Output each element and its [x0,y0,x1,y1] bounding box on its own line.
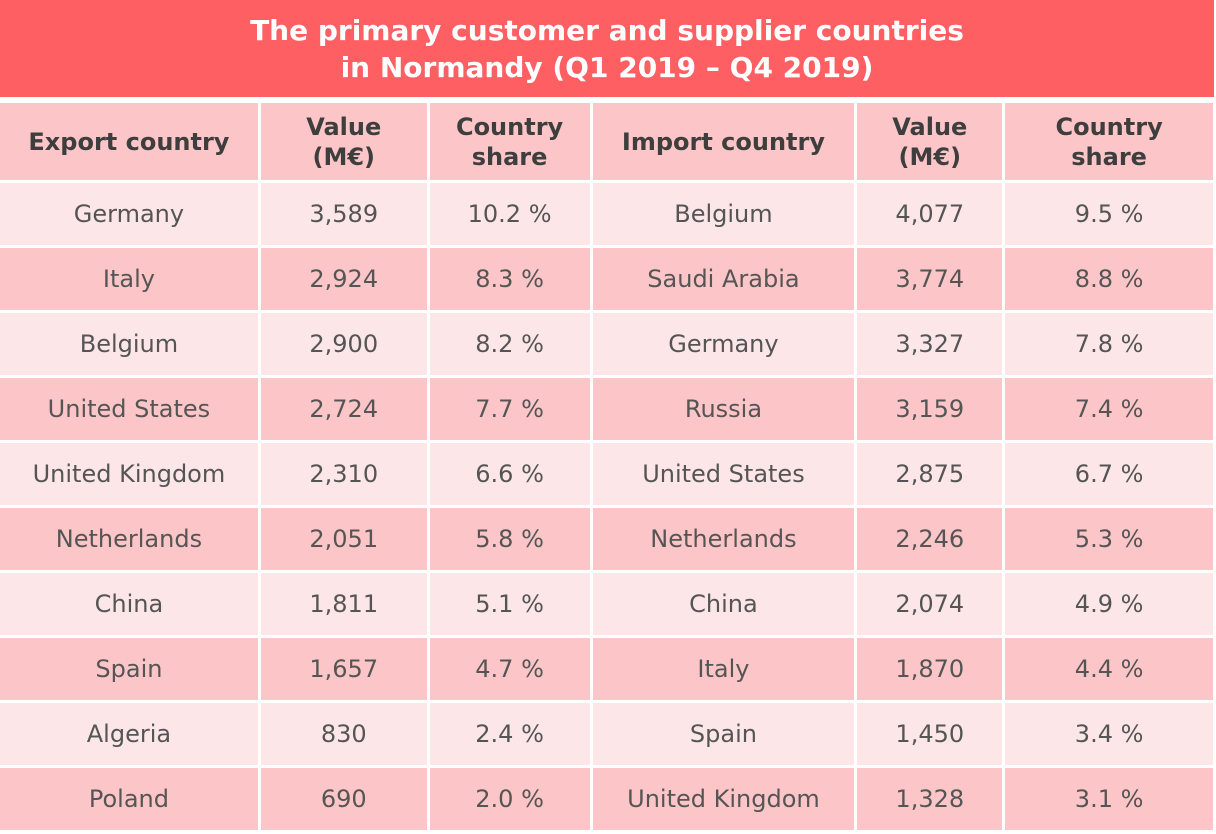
cell-export-value: 2,924 [260,248,427,310]
cell-import-value: 3,159 [857,378,1003,440]
cell-import-country: Italy [592,638,855,700]
header-import-share: Country share [1005,103,1213,180]
cell-export-share: 2.4 % [429,703,590,765]
header-export-share-line2: share [471,142,548,171]
cell-import-country: United Kingdom [592,768,855,830]
header-import-value-line1: Value [892,112,968,141]
cell-import-value: 1,450 [857,703,1003,765]
cell-export-country: Italy [0,248,258,310]
cell-export-share: 6.6 % [429,443,590,505]
cell-export-value: 3,589 [260,183,427,245]
header-import-share-line1: Country [1055,112,1163,141]
cell-export-value: 690 [260,768,427,830]
cell-import-share: 8.8 % [1005,248,1213,310]
header-row: Export country Value (M€) Country share … [0,103,1213,180]
header-export-value: Value (M€) [260,103,427,180]
cell-import-share: 7.4 % [1005,378,1213,440]
cell-import-share: 3.1 % [1005,768,1213,830]
table-row: Germany 3,589 10.2 % Belgium 4,077 9.5 % [0,183,1213,245]
cell-import-country: Spain [592,703,855,765]
cell-export-share: 5.8 % [429,508,590,570]
cell-export-country: Algeria [0,703,258,765]
header-export-value-line2: (M€) [312,142,376,171]
cell-export-share: 4.7 % [429,638,590,700]
cell-export-country: Spain [0,638,258,700]
table-row: Belgium 2,900 8.2 % Germany 3,327 7.8 % [0,313,1213,375]
header-export-share: Country share [429,103,590,180]
cell-export-country: Germany [0,183,258,245]
cell-export-country: Belgium [0,313,258,375]
cell-import-country: Saudi Arabia [592,248,855,310]
cell-export-country: United Kingdom [0,443,258,505]
cell-import-country: Russia [592,378,855,440]
header-export-country: Export country [0,103,258,180]
cell-import-share: 9.5 % [1005,183,1213,245]
header-export-value-line1: Value [306,112,382,141]
cell-export-share: 5.1 % [429,573,590,635]
cell-import-share: 4.9 % [1005,573,1213,635]
cell-export-share: 8.2 % [429,313,590,375]
cell-export-value: 1,657 [260,638,427,700]
cell-import-value: 2,074 [857,573,1003,635]
title-line-1: The primary customer and supplier countr… [250,13,964,47]
table-row: Poland 690 2.0 % United Kingdom 1,328 3.1 % [0,768,1213,830]
title-line-2: in Normandy (Q1 2019 – Q4 2019) [340,50,874,84]
cell-export-share: 2.0 % [429,768,590,830]
cell-export-value: 1,811 [260,573,427,635]
table-title: The primary customer and supplier countr… [0,0,1214,97]
cell-export-share: 8.3 % [429,248,590,310]
cell-import-country: Belgium [592,183,855,245]
cell-export-country: Netherlands [0,508,258,570]
table-body: Germany 3,589 10.2 % Belgium 4,077 9.5 % Italy… [0,183,1213,830]
header-import-value-line2: (M€) [898,142,962,171]
country-trade-table: Export country Value (M€) Country share … [0,100,1216,833]
table-row: China 1,811 5.1 % China 2,074 4.9 % [0,573,1213,635]
cell-import-share: 7.8 % [1005,313,1213,375]
cell-import-value: 4,077 [857,183,1003,245]
cell-export-share: 10.2 % [429,183,590,245]
cell-import-value: 3,327 [857,313,1003,375]
header-import-country: Import country [592,103,855,180]
cell-import-country: United States [592,443,855,505]
cell-import-share: 4.4 % [1005,638,1213,700]
cell-export-country: China [0,573,258,635]
cell-import-share: 5.3 % [1005,508,1213,570]
cell-import-value: 2,246 [857,508,1003,570]
cell-export-country: Poland [0,768,258,830]
table-row: United Kingdom 2,310 6.6 % United States 2,8… [0,443,1213,505]
cell-export-country: United States [0,378,258,440]
header-import-share-line2: share [1071,142,1147,171]
cell-import-value: 2,875 [857,443,1003,505]
cell-import-country: Germany [592,313,855,375]
header-import-value: Value (M€) [857,103,1003,180]
cell-export-share: 7.7 % [429,378,590,440]
table-row: Spain 1,657 4.7 % Italy 1,870 4.4 % [0,638,1213,700]
cell-import-value: 3,774 [857,248,1003,310]
cell-import-value: 1,328 [857,768,1003,830]
table-row: Netherlands 2,051 5.8 % Netherlands 2,246 5.3… [0,508,1213,570]
cell-import-value: 1,870 [857,638,1003,700]
cell-export-value: 2,900 [260,313,427,375]
cell-import-share: 6.7 % [1005,443,1213,505]
cell-export-value: 2,310 [260,443,427,505]
cell-export-value: 2,724 [260,378,427,440]
cell-import-country: Netherlands [592,508,855,570]
cell-export-value: 2,051 [260,508,427,570]
table-row: United States 2,724 7.7 % Russia 3,159 7.4 % [0,378,1213,440]
cell-import-share: 3.4 % [1005,703,1213,765]
table-row: Italy 2,924 8.3 % Saudi Arabia 3,774 8.8 % [0,248,1213,310]
header-import-country-label: Import country [621,127,825,156]
cell-import-country: China [592,573,855,635]
header-export-country-label: Export country [28,127,230,156]
cell-export-value: 830 [260,703,427,765]
header-export-share-line1: Country [455,112,564,141]
table-row: Algeria 830 2.4 % Spain 1,450 3.4 % [0,703,1213,765]
